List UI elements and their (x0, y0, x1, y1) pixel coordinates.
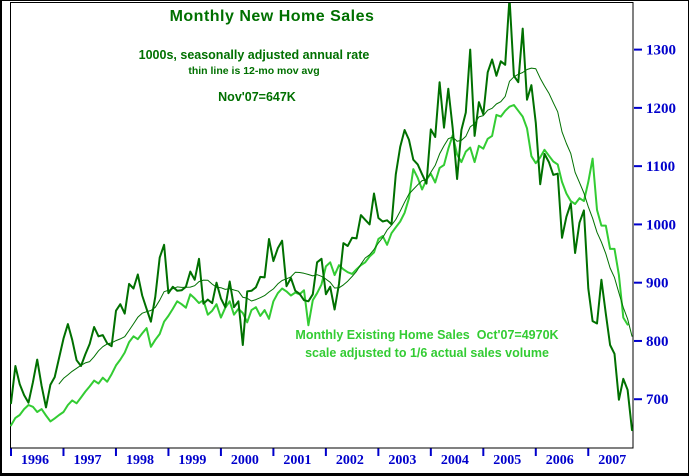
y-tick-label: 1100 (646, 159, 675, 175)
y-tick-label: 900 (646, 276, 669, 292)
x-tick-label: 1997 (73, 453, 101, 468)
series-12mo-moving-avg-line (58, 67, 633, 385)
existing-scale-annotation: scale adjusted to 1/6 actual sales volum… (305, 346, 549, 360)
y-tick-label: 1300 (646, 43, 676, 59)
x-tick-label: 2001 (283, 453, 311, 468)
series-existing-home-sales-line (10, 104, 629, 427)
x-tick-label: 1996 (21, 453, 49, 468)
existing-home-sales-annotation: Monthly Existing Home Sales Oct'07=4970K (295, 328, 559, 342)
y-tick-label: 800 (646, 334, 669, 350)
y-tick-label: 700 (646, 392, 669, 408)
x-tick-label: 1999 (178, 453, 206, 468)
y-tick-label: 1200 (646, 101, 676, 117)
series-new-home-sales-line (10, 3, 633, 432)
moving-avg-note: thin line is 12-mo mov avg (188, 65, 320, 77)
y-tick-label: 1000 (646, 217, 676, 233)
chart-title: Monthly New Home Sales (169, 8, 375, 25)
chart-subtitle: 1000s, seasonally adjusted annual rate (138, 48, 370, 62)
x-tick-label: 2003 (388, 453, 416, 468)
x-tick-label: 2006 (546, 453, 574, 468)
x-tick-label: 2005 (493, 453, 521, 468)
plot-border (10, 2, 634, 449)
x-tick-label: 2002 (336, 453, 364, 468)
x-tick-label: 2004 (441, 453, 469, 468)
x-tick-label: 2007 (598, 453, 626, 468)
x-tick-label: 1998 (126, 453, 154, 468)
new-home-sales-annotation: Nov'07=647K (218, 90, 296, 104)
x-tick-label: 2000 (231, 453, 259, 468)
